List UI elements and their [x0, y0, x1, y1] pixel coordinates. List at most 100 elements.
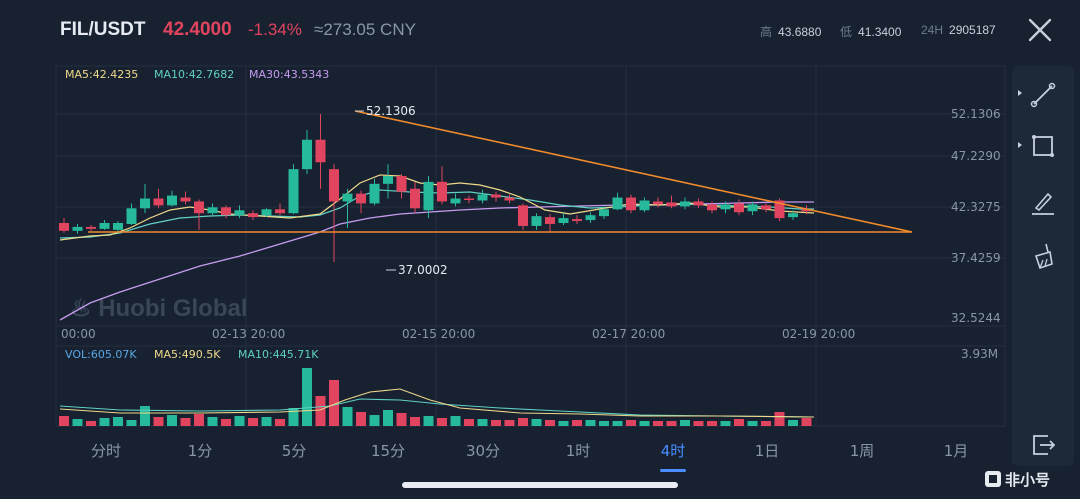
volume-bar: [248, 418, 258, 426]
volume-24h-label: 24H: [921, 23, 944, 37]
corner-brand-text: 非小号: [1005, 471, 1051, 489]
trendline-tool-icon[interactable]: [1012, 68, 1074, 118]
high-stat: 高 43.6880: [760, 23, 821, 40]
tab-1m[interactable]: 1分: [187, 442, 213, 460]
y-tick: 47.2290: [951, 149, 1001, 163]
candle-body: [329, 169, 339, 202]
pair-name[interactable]: FIL/USDT: [60, 19, 146, 40]
candle-body: [423, 181, 434, 211]
tab-1mon[interactable]: 1月: [943, 442, 969, 460]
volume-24h-value: 2905187: [949, 23, 996, 37]
tab-4h[interactable]: 4时: [660, 442, 686, 460]
volume-24h-stat: 24H 2905187: [921, 23, 996, 37]
x-tick: 02-15 20:00: [402, 327, 475, 341]
volume-bar: [531, 419, 542, 426]
candle-body: [545, 217, 555, 224]
candle-body: [504, 197, 515, 201]
candle-body: [612, 197, 623, 210]
candle-body: [221, 207, 231, 216]
volume-bar: [612, 421, 623, 426]
candle-body: [234, 210, 245, 216]
cny-price: ≈273.05 CNY: [314, 20, 416, 39]
candle-body: [599, 209, 609, 217]
tab-1w[interactable]: 1周: [849, 442, 875, 460]
candle-body: [342, 193, 353, 202]
low-label: 低: [840, 25, 853, 39]
y-tick: 52.1306: [951, 107, 1001, 121]
candle-body: [315, 139, 326, 163]
volume-bar: [275, 419, 285, 426]
candle-body: [734, 203, 744, 213]
tab-1h[interactable]: 1时: [565, 442, 591, 460]
volume-bar: [626, 420, 636, 426]
volume-bar: [518, 418, 528, 426]
x-tick: 00:00: [61, 327, 96, 341]
volume-ma10-label: MA10:445.71K: [238, 348, 319, 361]
volume-bar: [369, 415, 380, 426]
candlestick-chart[interactable]: ♨ Huobi Global MA5:42.4235 MA10:42.7682 …: [0, 62, 1010, 428]
grid-lines: [55, 65, 1006, 427]
x-tick: 02-19 20:00: [782, 327, 855, 341]
volume-bar: [410, 417, 420, 426]
volume-bar: [491, 420, 501, 426]
x-tick: 02-17 20:00: [592, 327, 665, 341]
eraser-tool-icon[interactable]: [1012, 230, 1074, 280]
volume-bar: [72, 419, 83, 426]
volume-bar: [261, 417, 272, 426]
y-axis: 52.1306 47.2290 42.3275 37.4259 32.5244: [951, 107, 1001, 325]
volume-bar: [329, 380, 339, 426]
volume-bar: [693, 421, 704, 426]
ma30-label: MA30:43.5343: [249, 68, 329, 81]
volume-bar: [86, 421, 96, 426]
volume-bar: [477, 419, 488, 426]
candle-body: [86, 226, 96, 229]
volume-bars: [59, 368, 812, 426]
candle-body: [140, 198, 150, 209]
drawn-triangle[interactable]: [88, 110, 913, 233]
candle-body: [261, 209, 272, 216]
tab-15m[interactable]: 15分: [370, 442, 406, 460]
trendline-upper[interactable]: [354, 110, 913, 233]
min-price-label: 37.0002: [398, 263, 448, 277]
candle-body: [477, 194, 488, 201]
candle-body: [761, 205, 771, 210]
last-price: 42.4000: [163, 19, 232, 40]
candle-body: [639, 200, 650, 211]
volume-bar: [437, 418, 447, 426]
pen-tool-icon[interactable]: [1012, 176, 1074, 226]
drawing-toolbar: [1012, 66, 1074, 466]
volume-bar: [639, 421, 650, 426]
candle-body: [437, 181, 447, 202]
tab-5m[interactable]: 5分: [281, 442, 307, 460]
candle-body: [113, 222, 123, 230]
volume-bar: [707, 421, 717, 426]
close-icon[interactable]: [1026, 16, 1054, 44]
high-label: 高: [760, 25, 773, 39]
volume-bar: [113, 417, 123, 426]
ticker-header: FIL/USDT 42.4000 -1.34% ≈273.05 CNY 高 43.…: [0, 0, 1080, 60]
candle-body: [207, 207, 218, 214]
volume-bar: [126, 420, 137, 426]
rectangle-tool-icon[interactable]: [1012, 120, 1074, 170]
volume-bar: [423, 416, 434, 426]
candle-body: [720, 204, 731, 210]
volume-bar: [504, 420, 515, 426]
candle-body: [99, 222, 110, 229]
candle-body: [585, 215, 596, 221]
volume-bar: [221, 419, 231, 426]
volume-bar: [234, 416, 245, 426]
volume-bar: [315, 396, 326, 426]
candles: [59, 114, 812, 263]
y-tick: 32.5244: [951, 311, 1001, 325]
tab-30m[interactable]: 30分: [465, 442, 501, 460]
tab-1d[interactable]: 1日: [754, 442, 780, 460]
high-value: 43.6880: [778, 25, 822, 39]
candle-body: [302, 139, 312, 170]
volume-bar: [59, 416, 69, 426]
candle-body: [288, 169, 299, 214]
exit-icon[interactable]: [1012, 420, 1074, 470]
home-indicator[interactable]: [402, 482, 678, 488]
volume-bar: [342, 407, 353, 426]
tab-line[interactable]: 分时: [90, 442, 122, 460]
x-axis: 00:00 02-13 20:00 02-15 20:00 02-17 20:0…: [61, 327, 855, 341]
